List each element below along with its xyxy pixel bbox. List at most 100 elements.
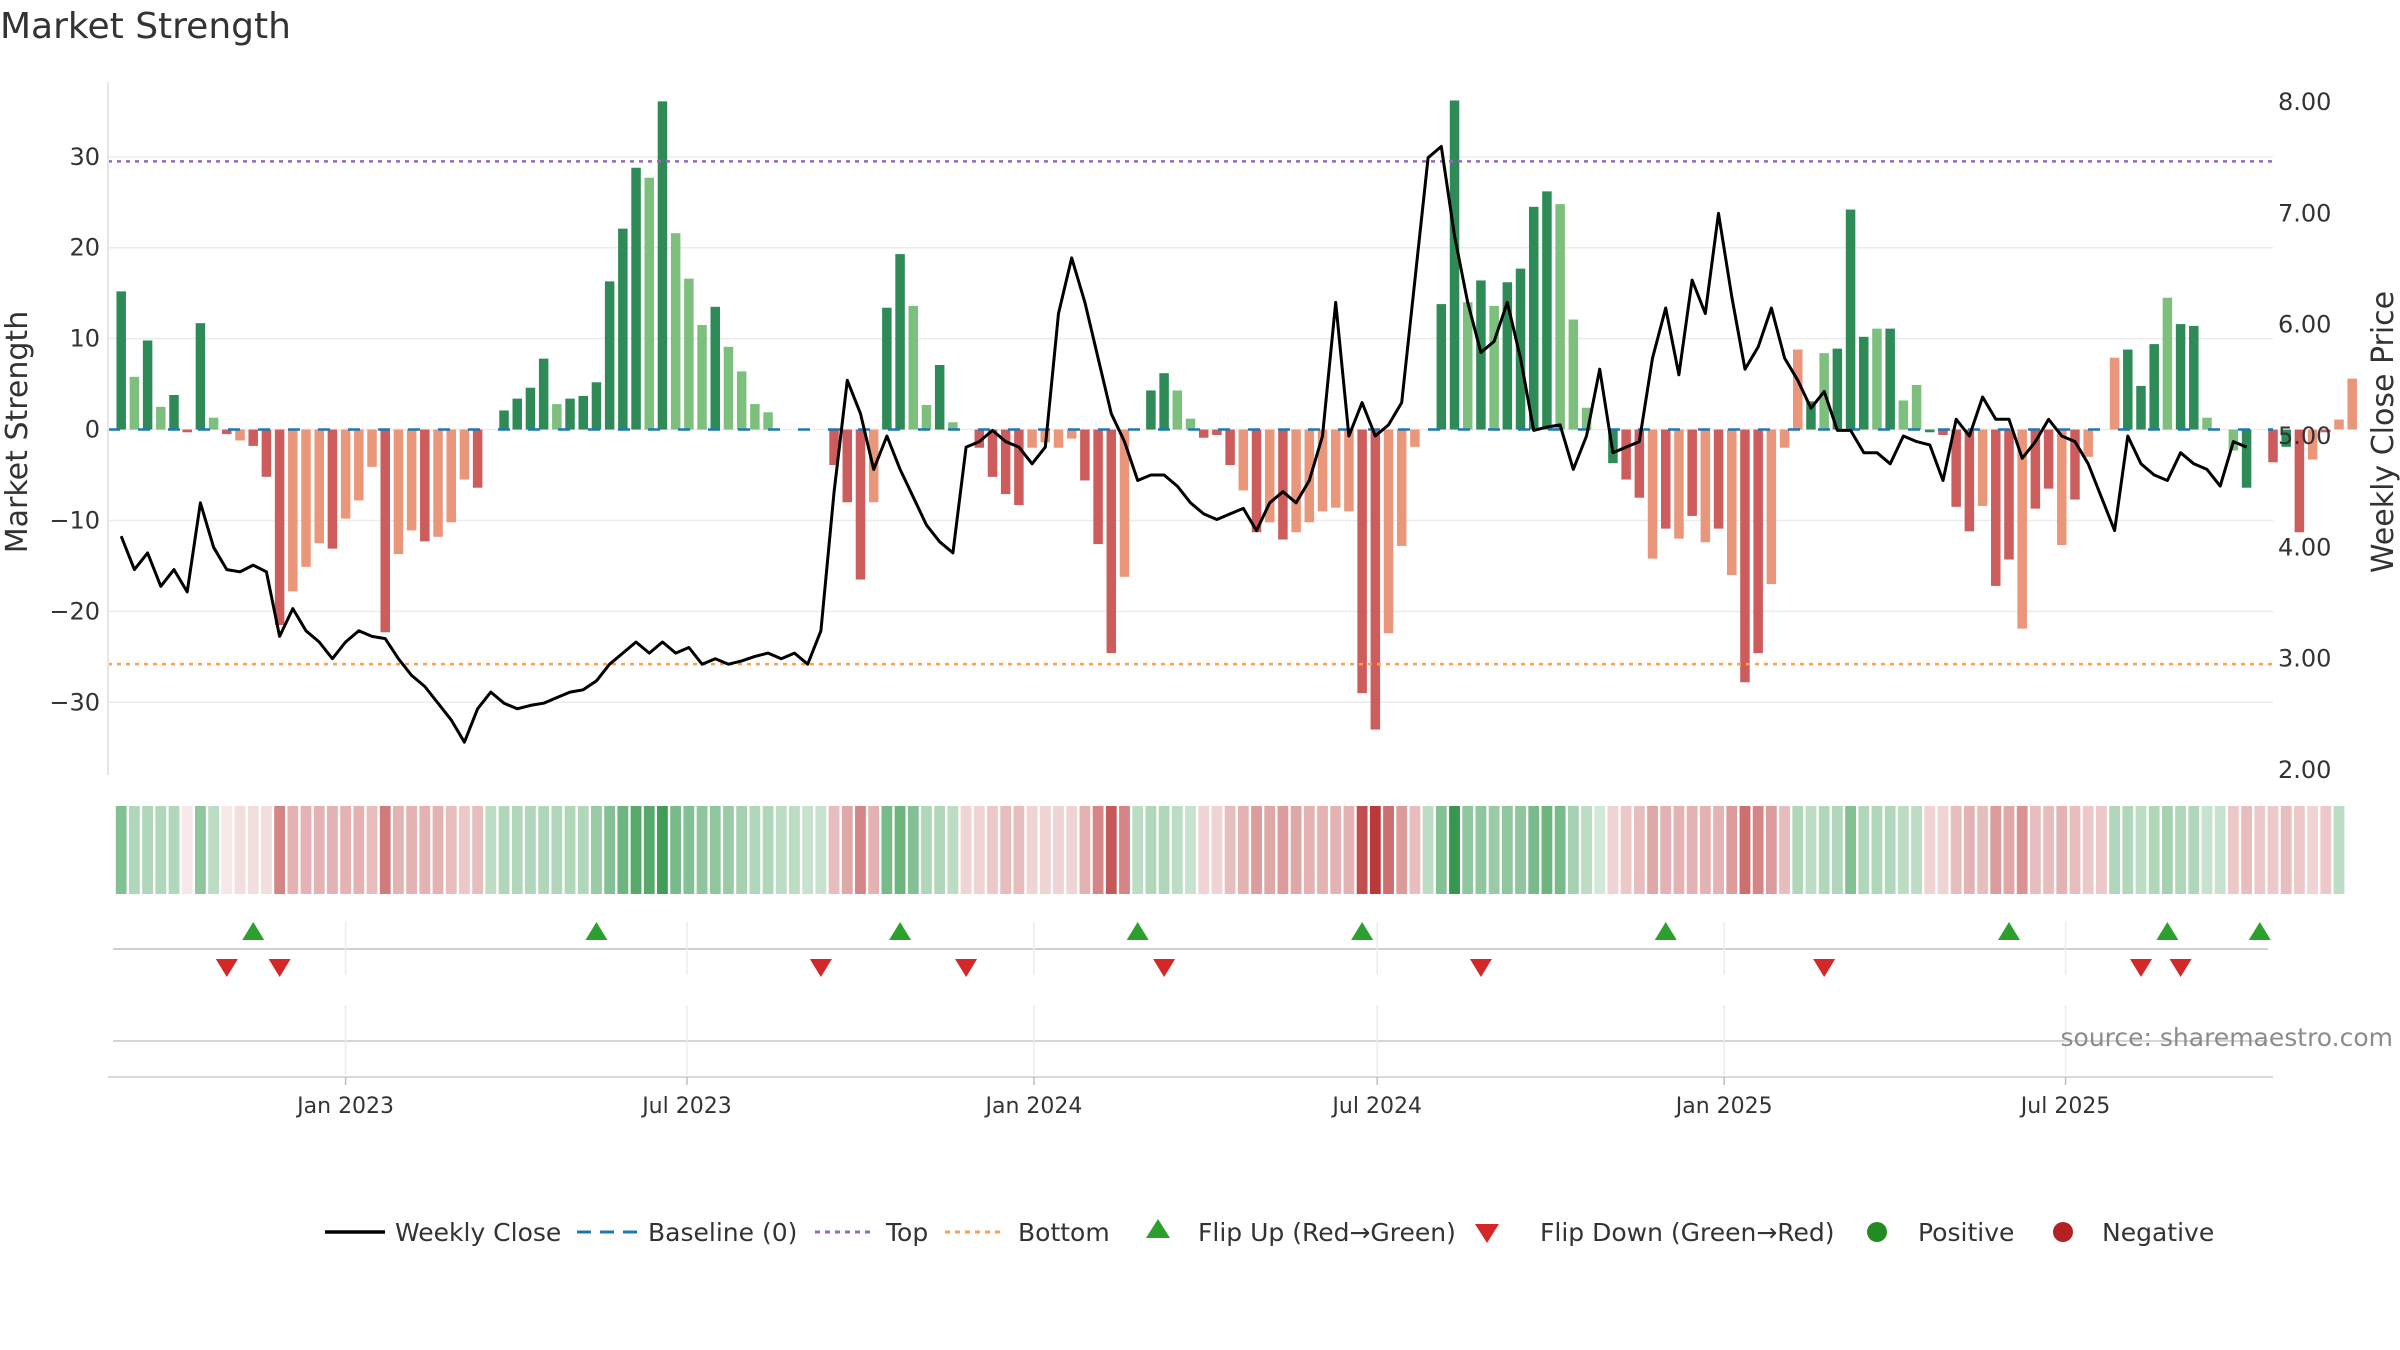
strength-bar	[974, 429, 985, 448]
heat-cell	[1713, 806, 1724, 894]
strength-bar	[2321, 429, 2331, 433]
strength-bar	[367, 429, 377, 467]
strength-bar	[750, 404, 760, 430]
legend-top-label: Top	[885, 1218, 928, 1247]
strength-bar	[684, 278, 694, 430]
strength-bar	[644, 177, 654, 430]
strength-bar	[1634, 429, 1645, 498]
strength-bar	[578, 395, 588, 430]
flip-up-marker	[1351, 922, 1374, 940]
strength-bar	[2294, 429, 2305, 533]
flip-up-marker	[585, 922, 608, 940]
strength-bar	[2030, 429, 2041, 509]
heat-cell	[1950, 806, 1962, 894]
flip-up-marker	[1997, 922, 2020, 940]
strength-bar	[2175, 324, 2186, 430]
heat-cell	[2280, 806, 2292, 894]
heat-cell	[1726, 806, 1738, 894]
heat-cell	[2267, 806, 2279, 894]
strength-bar	[1330, 429, 1341, 508]
heat-cell	[591, 806, 602, 894]
x-tick-label: Jul 2024	[1330, 1094, 1422, 1119]
heat-cell	[2161, 806, 2173, 894]
strength-bar	[2189, 325, 2199, 430]
flip-down-marker	[955, 959, 978, 977]
strength-bar	[2307, 429, 2318, 460]
left-axis-title: Market Strength	[0, 311, 35, 553]
heat-cell	[1818, 806, 1830, 894]
legend-negative-icon	[2053, 1222, 2073, 1242]
heat-cell	[828, 806, 840, 894]
heat-cell	[1963, 806, 1975, 894]
strength-bar	[1581, 407, 1592, 430]
page-title: Market Strength	[0, 6, 291, 47]
heat-cell	[1911, 806, 1922, 894]
heat-cell	[1620, 806, 1632, 894]
strength-bar	[1225, 429, 1235, 465]
strength-bar	[1898, 400, 1909, 430]
strength-bar	[710, 306, 721, 430]
legend-flip-down-icon	[1475, 1224, 1499, 1243]
heat-cell	[459, 806, 470, 894]
weekly-close-line	[119, 145, 2248, 744]
heat-cell	[1396, 806, 1408, 894]
heat-cell	[987, 806, 998, 894]
heat-cell	[300, 806, 312, 894]
x-tick-label: Jul 2025	[2019, 1094, 2111, 1119]
heat-cell	[313, 806, 325, 894]
strength-bar	[1832, 348, 1843, 430]
strength-bar	[2070, 429, 2080, 500]
heat-cell	[2069, 806, 2081, 894]
strength-bar	[261, 429, 272, 477]
heat-cell	[1224, 806, 1236, 894]
flip-up-marker	[889, 922, 912, 940]
heat-cell	[445, 806, 457, 894]
x-tick-label: Jan 2024	[984, 1094, 1083, 1119]
strength-bar	[1014, 429, 1024, 505]
strength-bar	[670, 233, 681, 430]
strength-bar	[1238, 429, 1249, 491]
strength-bar	[1436, 304, 1447, 430]
heat-cell	[1647, 806, 1658, 894]
heat-cell	[1528, 806, 1540, 894]
heat-cell	[1515, 806, 1526, 894]
heat-cell	[2307, 806, 2319, 894]
strength-bar	[433, 429, 443, 537]
legend-flip-up-label: Flip Up (Red→Green)	[1198, 1218, 1456, 1247]
strength-bar	[2109, 357, 2120, 430]
legend-bottom-label: Bottom	[1018, 1218, 1110, 1247]
heat-cell	[2148, 806, 2160, 894]
strength-bar	[2241, 429, 2252, 488]
flip-up-marker	[2248, 922, 2271, 940]
heat-cell	[1990, 806, 2002, 894]
strength-bar	[736, 371, 747, 430]
heat-cell	[2175, 806, 2186, 894]
strength-bar	[222, 429, 232, 435]
heat-cell	[1237, 806, 1249, 894]
strength-bar	[129, 376, 140, 430]
heat-cell	[115, 806, 127, 894]
legend-close-label: Weekly Close	[395, 1218, 561, 1247]
strength-bar	[1621, 429, 1631, 480]
strength-bar	[1159, 373, 1169, 430]
heat-cell	[234, 806, 246, 894]
left-tick-label: −20	[49, 597, 100, 625]
strength-bar	[1753, 429, 1763, 654]
strength-bar	[1066, 429, 1077, 439]
heat-cell	[1303, 806, 1315, 894]
strength-bar	[327, 429, 338, 549]
heat-cell	[1554, 806, 1566, 894]
heat-cell	[1462, 806, 1474, 894]
flip-down-marker	[809, 959, 832, 977]
flip-down-marker	[215, 959, 238, 977]
heat-cell	[1699, 806, 1711, 894]
heat-cell	[1409, 806, 1421, 894]
heat-strip	[115, 806, 2345, 894]
heat-cell	[2122, 806, 2134, 894]
x-axis: Jan 2023 Jul 2023 Jan 2024 Jul 2024 Jan 2025…	[108, 1076, 2273, 1119]
heat-cell	[802, 806, 814, 894]
heat-cell	[498, 806, 510, 894]
heat-cell	[247, 806, 259, 894]
strength-bar	[829, 429, 839, 465]
